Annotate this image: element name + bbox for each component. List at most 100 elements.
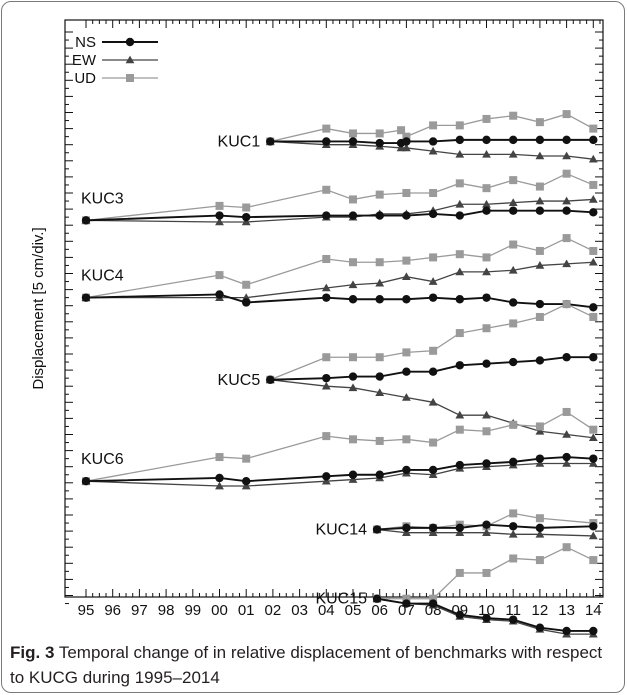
legend-label-ew: EW bbox=[72, 52, 97, 69]
data-point-ud bbox=[482, 568, 491, 577]
data-point-ns bbox=[215, 473, 224, 483]
displacement-chart: 95 96 97 98 99 00 01 02 03 04 05 06 07 08 09 10 11 12 13 14… bbox=[30, 19, 604, 638]
data-point-ew bbox=[535, 529, 545, 538]
data-point-ew bbox=[455, 528, 465, 537]
legend-marker-ns bbox=[125, 37, 135, 47]
data-point-ew bbox=[455, 149, 465, 158]
x-tick-label: 06 bbox=[371, 602, 388, 619]
series-line-ns bbox=[270, 356, 594, 381]
data-point-ud bbox=[322, 255, 331, 264]
data-point-ns bbox=[428, 137, 438, 146]
data-point-ns bbox=[215, 211, 224, 220]
data-point-ew bbox=[241, 217, 251, 226]
data-point-ew bbox=[428, 277, 438, 285]
data-point-ns bbox=[348, 470, 358, 479]
data-point-ns bbox=[375, 138, 384, 148]
legend-marker-ew bbox=[125, 55, 135, 64]
data-point-ns bbox=[372, 594, 382, 603]
data-point-ud bbox=[349, 129, 357, 138]
data-point-ud bbox=[562, 234, 571, 243]
x-tick-label: 02 bbox=[265, 602, 282, 619]
data-point-ew bbox=[535, 261, 545, 269]
data-point-ns bbox=[589, 522, 598, 531]
data-point-ud bbox=[242, 454, 251, 463]
data-point-ns bbox=[428, 599, 438, 608]
series-group-kuc1 bbox=[265, 110, 598, 163]
legend-label-ud: UD bbox=[74, 70, 96, 87]
data-point-ns bbox=[266, 375, 275, 384]
data-point-ns bbox=[509, 135, 518, 145]
data-point-ns bbox=[402, 211, 411, 220]
data-point-ns bbox=[348, 211, 358, 220]
data-point-ud bbox=[215, 453, 224, 462]
data-point-ew bbox=[402, 272, 411, 281]
x-tick-label: 00 bbox=[211, 602, 228, 619]
data-point-ud bbox=[455, 329, 464, 338]
data-point-ns bbox=[482, 613, 491, 623]
data-point-ns bbox=[348, 137, 358, 146]
data-point-ns bbox=[81, 216, 91, 225]
data-point-ns bbox=[372, 525, 382, 534]
data-point-ns bbox=[81, 293, 91, 302]
data-point-ud bbox=[455, 121, 464, 130]
data-point-ns bbox=[482, 520, 491, 529]
x-tick-label: 04 bbox=[318, 602, 335, 619]
data-point-ud bbox=[509, 111, 518, 120]
data-point-ud bbox=[429, 189, 438, 197]
data-point-ns bbox=[322, 137, 331, 146]
data-point-ew bbox=[535, 151, 545, 160]
data-point-ud bbox=[562, 169, 571, 178]
data-point-ew bbox=[588, 531, 598, 540]
series-group-kuc14 bbox=[372, 509, 598, 540]
data-point-ud bbox=[509, 420, 518, 429]
data-point-ew bbox=[535, 196, 545, 205]
data-point-ud bbox=[509, 176, 518, 185]
data-point-ud bbox=[402, 256, 411, 265]
data-point-ns bbox=[242, 212, 251, 222]
x-tick-label: 11 bbox=[505, 602, 521, 619]
data-point-ud bbox=[429, 438, 438, 447]
series-line-ew bbox=[270, 379, 594, 439]
x-tick-label: 95 bbox=[78, 602, 95, 619]
data-point-ew bbox=[588, 433, 598, 442]
series-line-ns bbox=[85, 456, 594, 483]
data-point-ud bbox=[535, 422, 544, 431]
data-point-ns bbox=[589, 626, 598, 636]
data-point-ew bbox=[428, 470, 438, 479]
data-point-ew bbox=[508, 149, 518, 158]
data-point-ns bbox=[535, 623, 545, 632]
series-line-ud bbox=[85, 172, 594, 222]
data-point-ns bbox=[348, 372, 358, 381]
data-point-ud bbox=[349, 353, 357, 362]
series-line-ud bbox=[85, 411, 594, 482]
series-line-ud bbox=[269, 303, 594, 381]
data-point-ew bbox=[428, 397, 438, 406]
data-point-ud bbox=[402, 435, 411, 444]
data-point-ns bbox=[562, 452, 571, 462]
data-point-ud bbox=[535, 312, 544, 321]
data-point-ew bbox=[562, 196, 571, 205]
data-point-ud bbox=[242, 280, 251, 289]
data-point-ud bbox=[482, 184, 491, 193]
data-point-ns bbox=[482, 359, 491, 368]
data-point-ud bbox=[535, 246, 544, 255]
data-point-ns bbox=[375, 295, 384, 304]
data-point-ns bbox=[402, 295, 411, 304]
site-label: KUC14 bbox=[315, 521, 367, 538]
data-point-ns bbox=[375, 372, 384, 381]
data-point-ew bbox=[428, 146, 438, 155]
data-point-ew bbox=[455, 199, 465, 208]
data-point-ns bbox=[455, 211, 464, 220]
data-point-ud bbox=[429, 594, 438, 603]
site-label: KUC3 bbox=[81, 190, 124, 207]
figure-caption: Fig. 3 Temporal change of in relative di… bbox=[10, 640, 610, 690]
data-point-ew bbox=[428, 528, 438, 537]
data-point-ns bbox=[455, 135, 464, 145]
data-point-ew bbox=[562, 459, 571, 467]
site-label: KUC1 bbox=[218, 133, 261, 150]
data-point-ns bbox=[455, 523, 464, 533]
data-point-ud bbox=[562, 407, 571, 416]
data-point-ew bbox=[562, 259, 571, 268]
data-point-ns bbox=[535, 135, 545, 145]
series-group-kuc5 bbox=[265, 300, 598, 442]
